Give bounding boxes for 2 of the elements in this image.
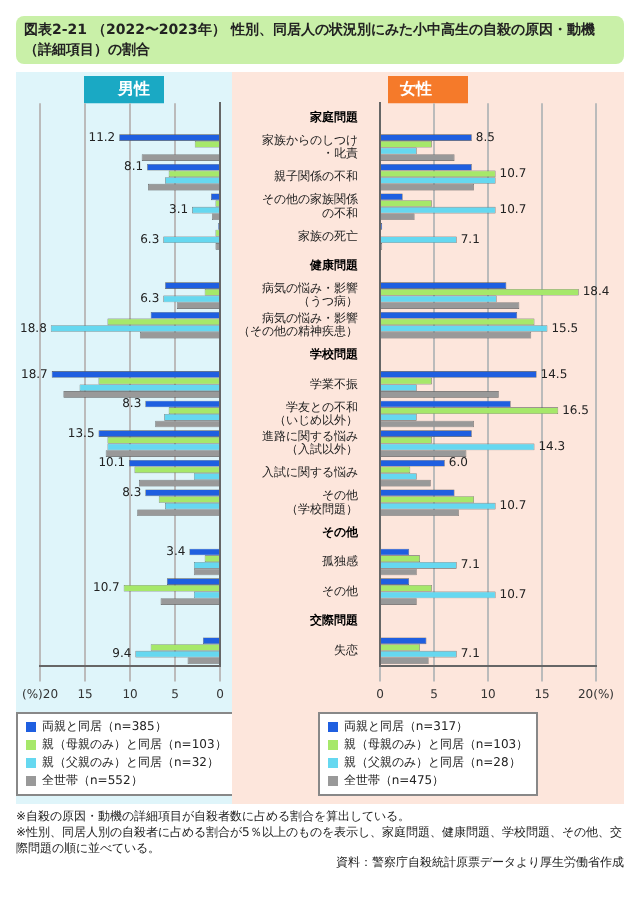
- chart-subtitle: 男性: [116, 79, 150, 98]
- chart-subtitle: 女性: [398, 79, 432, 98]
